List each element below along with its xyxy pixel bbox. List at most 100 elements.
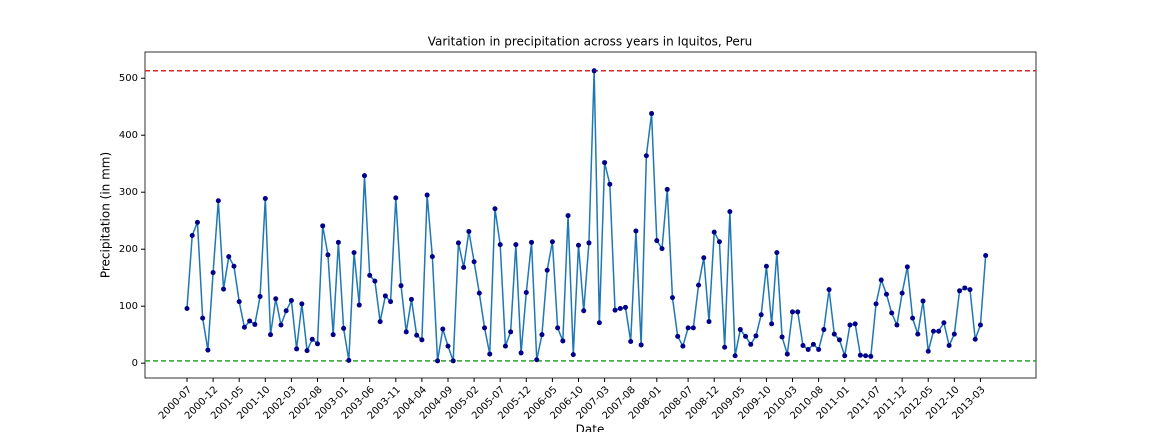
data-point <box>502 343 508 349</box>
data-point <box>675 333 681 339</box>
data-point <box>565 213 571 219</box>
data-point <box>257 294 263 299</box>
data-point <box>779 334 785 340</box>
data-point <box>826 287 832 293</box>
data-point <box>946 343 952 349</box>
data-point <box>628 339 634 345</box>
data-point <box>221 286 227 292</box>
data-point <box>226 254 232 260</box>
data-point <box>904 264 910 270</box>
data-point <box>210 270 216 276</box>
data-point <box>466 229 472 235</box>
data-point <box>784 351 790 357</box>
data-point <box>341 325 347 331</box>
data-point <box>388 299 394 305</box>
data-point <box>231 263 237 269</box>
data-point <box>487 351 493 357</box>
data-point <box>910 315 916 321</box>
data-point <box>455 240 461 246</box>
data-point <box>868 353 874 359</box>
data-point <box>941 320 947 326</box>
data-point <box>701 255 707 261</box>
data-point <box>894 322 900 328</box>
data-point <box>842 353 848 359</box>
data-point <box>790 309 796 315</box>
data-point <box>278 322 284 328</box>
data-point <box>304 348 310 354</box>
data-point <box>534 357 540 363</box>
data-point <box>863 353 869 359</box>
y-tick-label: 500 <box>119 73 138 84</box>
data-point <box>372 278 378 284</box>
data-point <box>351 250 357 256</box>
data-point <box>560 338 566 344</box>
data-point <box>576 242 581 248</box>
data-point <box>403 329 409 335</box>
data-point <box>497 242 503 248</box>
data-point <box>758 312 764 318</box>
data-point <box>393 195 399 201</box>
data-point <box>555 325 561 331</box>
data-point <box>607 181 613 187</box>
data-point <box>445 343 451 349</box>
data-point <box>983 252 989 258</box>
data-point <box>335 239 341 245</box>
data-point <box>450 358 456 364</box>
data-point <box>972 336 978 342</box>
data-point <box>508 329 514 335</box>
x-axis-label: Date <box>576 423 605 432</box>
data-point <box>654 238 660 244</box>
data-point <box>325 252 331 258</box>
data-point <box>294 346 300 352</box>
data-point <box>899 290 905 296</box>
data-point <box>769 321 775 327</box>
data-point <box>915 331 921 337</box>
data-point <box>732 353 738 359</box>
data-point <box>951 331 957 337</box>
data-point <box>977 322 983 328</box>
data-point <box>200 315 206 321</box>
chart-title: Varitation in precipitation across years… <box>428 35 753 49</box>
data-point <box>936 328 942 334</box>
data-point <box>356 302 362 308</box>
data-point <box>638 342 644 348</box>
data-point <box>685 325 691 331</box>
data-point <box>309 336 315 342</box>
data-point <box>800 343 806 349</box>
data-point <box>696 282 702 288</box>
data-point <box>215 198 221 204</box>
data-point <box>591 68 597 74</box>
data-point <box>847 322 853 328</box>
data-point <box>581 308 587 314</box>
data-point <box>424 192 430 198</box>
data-point <box>643 153 649 159</box>
data-point <box>539 332 545 338</box>
data-point <box>669 295 675 301</box>
data-point <box>299 301 305 307</box>
data-point <box>878 277 884 283</box>
data-point <box>570 352 576 358</box>
data-point <box>727 209 733 215</box>
data-point <box>753 333 759 339</box>
data-point <box>680 343 686 349</box>
data-point <box>664 186 670 192</box>
data-point <box>189 233 195 239</box>
data-point <box>690 325 696 331</box>
data-point <box>612 307 618 313</box>
data-point <box>492 206 498 212</box>
data-point <box>346 357 352 363</box>
data-point <box>288 297 294 303</box>
data-point <box>617 305 623 311</box>
data-point <box>273 296 279 302</box>
data-point <box>471 259 477 265</box>
data-point <box>262 195 268 201</box>
data-point <box>482 325 488 331</box>
data-point <box>320 223 326 229</box>
data-line <box>186 70 987 362</box>
data-point <box>476 290 482 296</box>
data-point <box>241 324 247 330</box>
data-point <box>544 267 550 273</box>
y-tick-label: 200 <box>119 244 138 255</box>
data-point <box>957 288 963 294</box>
